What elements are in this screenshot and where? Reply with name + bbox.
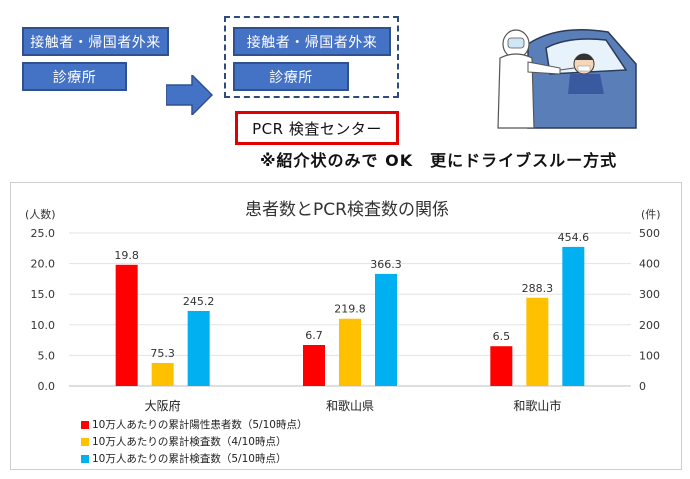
bar: [303, 344, 325, 386]
bar-value-label: 288.3: [522, 282, 554, 295]
right-tick-label: 0: [639, 380, 646, 393]
right-tick-label: 100: [639, 349, 660, 362]
drive-through-illustration: [497, 28, 637, 129]
legend-swatch-blue: [81, 454, 89, 463]
legend-swatch-yellow: [81, 437, 89, 446]
legend-swatch-red: [81, 420, 89, 429]
bar: [187, 310, 210, 386]
left-tick-label: 5.0: [38, 349, 56, 362]
left-axis-label: (人数): [25, 208, 56, 221]
bar-value-label: 366.3: [370, 258, 402, 271]
chart-frame: 患者数とPCR検査数の関係 (人数) (件) 0.0 5.0 10.0 15.0 20.…: [10, 182, 682, 470]
left-tick-label: 10.0: [31, 319, 56, 332]
left-tick-label: 25.0: [31, 227, 56, 240]
category-label: 大阪府: [145, 398, 181, 413]
category-label: 和歌山県: [326, 398, 374, 413]
right-arrow-icon: [166, 75, 214, 115]
bar-value-label: 6.7: [305, 329, 323, 342]
left-box-clinic: 診療所: [22, 62, 127, 91]
dashed-group: [224, 16, 399, 98]
bar: [375, 273, 397, 386]
bar: [526, 297, 549, 386]
bar-value-label: 245.2: [183, 295, 215, 308]
right-tick-label: 500: [639, 227, 660, 240]
bar-value-label: 75.3: [150, 347, 175, 360]
bar: [339, 318, 361, 386]
pcr-center-box: PCR 検査センター: [235, 111, 399, 145]
bar-value-label: 6.5: [493, 330, 511, 343]
legend-item-positive: 10万人あたりの累計陽性患者数（5/10時点）: [81, 417, 307, 432]
bar: [562, 246, 585, 386]
right-tick-label: 400: [639, 258, 660, 271]
drive-through-note: ※紹介状のみで OK 更にドライブスルー方式: [260, 151, 618, 170]
right-box-clinic: 診療所: [233, 62, 349, 91]
left-box-contact-outpatient: 接触者・帰国者外来: [22, 27, 169, 56]
left-tick-label: 20.0: [31, 258, 56, 271]
bar-chart: 患者数とPCR検査数の関係 (人数) (件) 0.0 5.0 10.0 15.0 20.…: [25, 200, 661, 413]
bar: [115, 264, 138, 386]
legend-label: 10万人あたりの累計検査数（5/10時点）: [92, 453, 287, 465]
bar-value-label: 19.8: [114, 249, 139, 262]
legend-label: 10万人あたりの累計検査数（4/10時点）: [92, 436, 287, 448]
category-label: 和歌山市: [513, 398, 561, 413]
legend-item-tests-0510: 10万人あたりの累計検査数（5/10時点）: [81, 451, 286, 466]
right-tick-label: 200: [639, 319, 660, 332]
right-box-contact-outpatient: 接触者・帰国者外来: [233, 27, 391, 56]
legend-label: 10万人あたりの累計陽性患者数（5/10時点）: [92, 419, 308, 431]
bar: [490, 346, 513, 386]
right-axis-label: (件): [641, 208, 661, 221]
bar-value-label: 454.6: [558, 231, 590, 244]
chart-title: 患者数とPCR検査数の関係: [245, 200, 449, 220]
bar: [151, 362, 174, 386]
left-tick-label: 0.0: [38, 380, 56, 393]
left-tick-label: 15.0: [31, 288, 56, 301]
bar-value-label: 219.8: [334, 303, 366, 316]
legend-item-tests-0410: 10万人あたりの累計検査数（4/10時点）: [81, 434, 286, 449]
right-tick-label: 300: [639, 288, 660, 301]
